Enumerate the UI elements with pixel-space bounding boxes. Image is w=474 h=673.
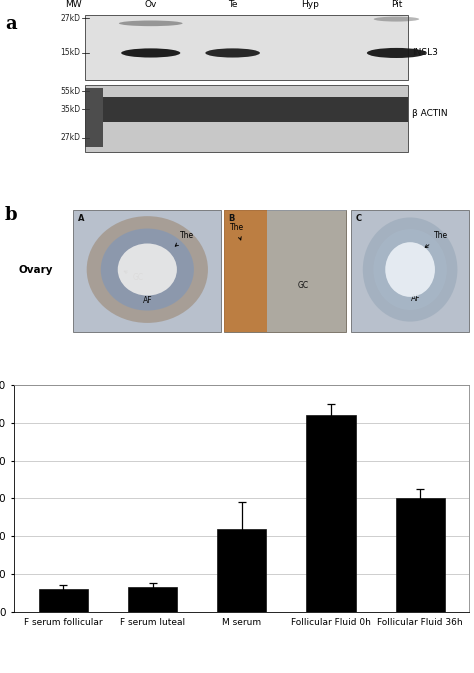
Text: MW: MW — [65, 0, 82, 9]
Text: 15kD: 15kD — [60, 48, 80, 57]
Text: β ACTIN: β ACTIN — [412, 109, 448, 118]
Ellipse shape — [374, 229, 447, 310]
Ellipse shape — [87, 216, 208, 323]
Text: 35kD: 35kD — [60, 105, 80, 114]
Bar — [85, 85, 408, 151]
Bar — [39, 589, 88, 612]
Ellipse shape — [205, 48, 260, 58]
Text: Hyp: Hyp — [301, 0, 319, 9]
Text: B: B — [228, 213, 235, 223]
Text: The: The — [175, 232, 194, 246]
Bar — [224, 210, 266, 332]
Ellipse shape — [121, 48, 180, 58]
Text: AF: AF — [143, 296, 152, 306]
Bar — [85, 88, 103, 147]
Bar — [224, 210, 346, 332]
Bar — [85, 15, 408, 80]
Text: Te: Te — [228, 0, 237, 9]
Bar — [128, 587, 177, 612]
Text: b: b — [5, 206, 18, 223]
Text: Ov: Ov — [145, 0, 157, 9]
Bar — [351, 210, 469, 332]
Text: Pit: Pit — [391, 0, 402, 9]
Text: GC: GC — [124, 271, 144, 282]
Ellipse shape — [119, 20, 182, 26]
Bar — [217, 529, 266, 612]
Bar — [103, 97, 408, 122]
Text: GC: GC — [298, 281, 309, 289]
Text: The: The — [230, 223, 244, 240]
Ellipse shape — [118, 244, 177, 295]
Ellipse shape — [385, 242, 435, 297]
Text: 27kD: 27kD — [60, 133, 80, 142]
Ellipse shape — [367, 48, 426, 58]
Ellipse shape — [363, 217, 457, 322]
Text: AF: AF — [411, 293, 421, 303]
Bar — [266, 210, 346, 332]
Text: 55kD: 55kD — [60, 87, 80, 96]
Text: INSL3: INSL3 — [412, 48, 438, 57]
Bar — [396, 499, 445, 612]
Text: a: a — [5, 15, 17, 33]
Ellipse shape — [374, 17, 419, 22]
Text: 27kD: 27kD — [60, 14, 80, 23]
Text: A: A — [78, 213, 84, 223]
Bar — [306, 415, 356, 612]
Bar — [73, 210, 221, 332]
Text: C: C — [356, 213, 362, 223]
Text: Ovary: Ovary — [19, 264, 53, 275]
Ellipse shape — [101, 229, 194, 310]
Text: The: The — [425, 232, 448, 248]
